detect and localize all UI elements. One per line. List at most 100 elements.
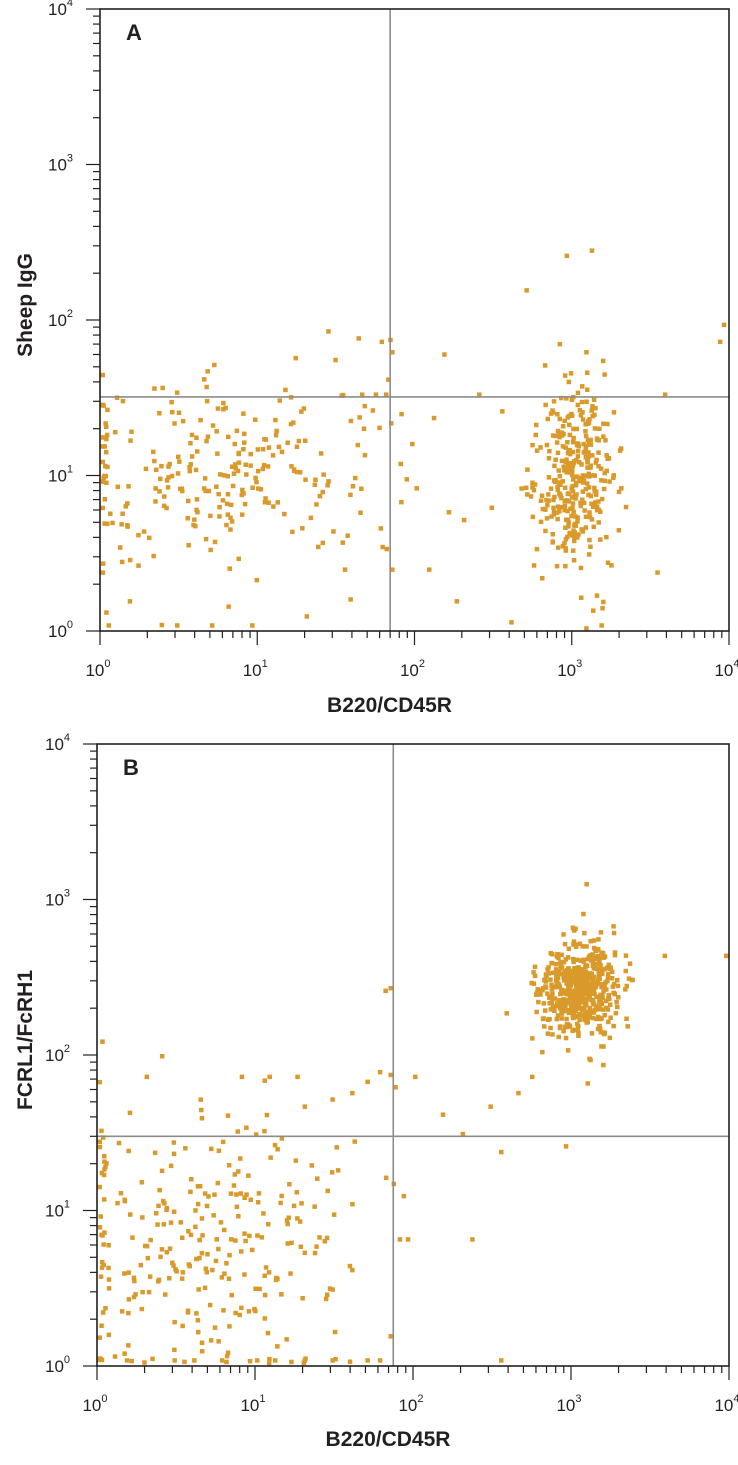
- data-point: [545, 502, 550, 508]
- data-point: [295, 1074, 300, 1080]
- data-point: [597, 959, 602, 965]
- data-point: [555, 504, 561, 509]
- data-point: [359, 486, 364, 491]
- data-point: [460, 1131, 466, 1137]
- data-point: [347, 1263, 353, 1269]
- data-point: [224, 501, 230, 507]
- data-point: [545, 416, 550, 422]
- data-point: [582, 930, 587, 936]
- data-point: [300, 526, 305, 531]
- data-point: [172, 1358, 177, 1363]
- data-point: [562, 1024, 568, 1030]
- data-point: [569, 413, 575, 418]
- data-point: [104, 1161, 109, 1166]
- data-point: [561, 975, 566, 980]
- data-point: [106, 1277, 112, 1282]
- data-point: [551, 985, 557, 990]
- data-point: [322, 1239, 327, 1244]
- data-point: [597, 1023, 602, 1029]
- data-point: [544, 516, 550, 521]
- data-point: [100, 505, 105, 511]
- data-point: [139, 1306, 145, 1312]
- data-point: [225, 1113, 231, 1118]
- data-point: [562, 507, 567, 513]
- data-point: [320, 540, 326, 546]
- data-point: [164, 1207, 169, 1213]
- data-point: [193, 1224, 198, 1230]
- data-point: [584, 944, 589, 949]
- data-point: [557, 491, 562, 497]
- data-point: [623, 968, 628, 974]
- data-point: [604, 534, 609, 540]
- data-point: [573, 973, 578, 979]
- data-point: [229, 519, 235, 524]
- data-point: [599, 623, 604, 628]
- data-point: [574, 480, 579, 486]
- data-point: [589, 517, 595, 522]
- panel-a: 100 101 102 103 104 100 101 102 103 104 A B220/CD45…: [14, 0, 738, 717]
- data-point: [575, 390, 581, 396]
- data-point: [120, 398, 126, 404]
- data-point: [598, 955, 603, 961]
- data-point: [332, 1329, 338, 1335]
- data-point: [623, 504, 629, 510]
- data-point: [155, 1222, 160, 1227]
- data-point: [209, 623, 215, 628]
- data-point: [555, 428, 561, 434]
- data-point: [174, 390, 180, 395]
- data-point: [275, 1147, 280, 1152]
- data-point: [536, 999, 541, 1005]
- data-point: [574, 986, 579, 991]
- data-point: [208, 547, 213, 553]
- data-point: [164, 1250, 170, 1255]
- data-point: [618, 446, 624, 451]
- data-point: [301, 406, 307, 411]
- data-point: [388, 1334, 393, 1339]
- data-point: [262, 500, 268, 505]
- data-point: [159, 1168, 165, 1174]
- data-point: [212, 1192, 217, 1197]
- data-point: [323, 1296, 329, 1302]
- data-point: [197, 1184, 203, 1189]
- data-point: [543, 402, 548, 408]
- data-point: [572, 976, 578, 982]
- data-point: [260, 466, 266, 472]
- data-point: [350, 484, 356, 489]
- data-point: [571, 461, 576, 466]
- data-point: [608, 1015, 613, 1020]
- data-point: [557, 480, 562, 485]
- data-point: [233, 1310, 238, 1316]
- data-point: [194, 497, 200, 502]
- data-point: [531, 981, 537, 986]
- data-point: [591, 524, 596, 530]
- data-point: [575, 1028, 581, 1033]
- data-point: [561, 464, 566, 469]
- data-point: [242, 1195, 247, 1200]
- data-point: [254, 577, 260, 583]
- data-point: [167, 461, 172, 467]
- data-point: [545, 967, 550, 972]
- data-point: [257, 1286, 262, 1292]
- data-point: [172, 1347, 177, 1353]
- data-point: [606, 1019, 611, 1025]
- data-point: [233, 462, 238, 467]
- data-point: [267, 1074, 272, 1080]
- data-point: [532, 973, 538, 979]
- data-point: [569, 1002, 574, 1008]
- data-point: [590, 989, 595, 995]
- data-point: [144, 1074, 150, 1080]
- data-point: [588, 463, 593, 468]
- data-point: [304, 614, 310, 619]
- data-point: [550, 1032, 555, 1037]
- data-point: [566, 1010, 572, 1016]
- data-point: [582, 1017, 587, 1022]
- data-point: [578, 478, 583, 484]
- data-point: [559, 495, 564, 501]
- data-point: [580, 410, 585, 415]
- data-point: [129, 429, 134, 434]
- data-point: [602, 966, 608, 972]
- data-point: [100, 435, 106, 440]
- data-point: [721, 322, 727, 328]
- data-point: [106, 623, 111, 628]
- data-point: [542, 1024, 547, 1029]
